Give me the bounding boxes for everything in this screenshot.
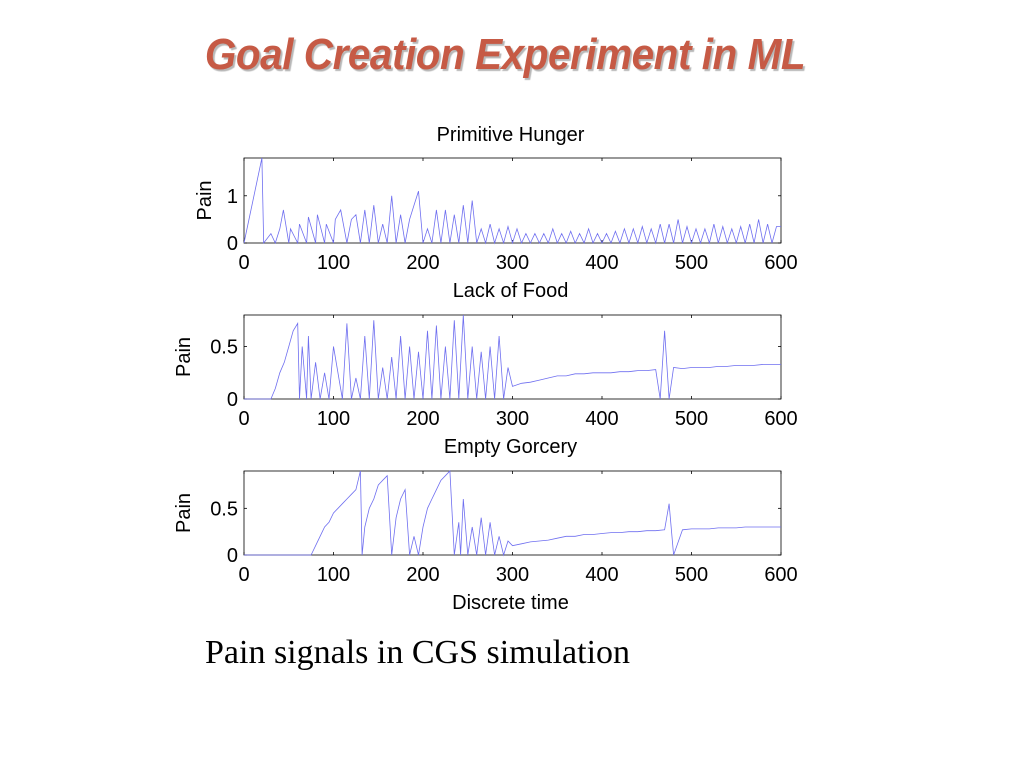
x-tick-label: 300 (496, 252, 529, 274)
x-tick-label: 500 (675, 252, 708, 274)
slide-title: Goal Creation Experiment in ML (204, 30, 806, 79)
slide-caption: Pain signals in CGS simulation (205, 634, 631, 671)
x-tick-label: 100 (317, 252, 350, 274)
x-tick-label: 300 (496, 408, 529, 430)
x-tick-label: 200 (406, 252, 439, 274)
plot-frame (243, 157, 782, 244)
x-tick-label: 200 (406, 564, 439, 586)
x-tick-label: 400 (585, 408, 618, 430)
plot-frame (243, 470, 782, 556)
x-tick-label: 0 (238, 252, 249, 274)
y-axis-label: Pain (173, 337, 195, 377)
y-axis-label: Pain (194, 180, 216, 220)
x-tick-label: 200 (406, 408, 439, 430)
y-tick-label: 0.5 (210, 337, 238, 359)
y-tick-label: 0 (227, 545, 238, 567)
x-tick-label: 400 (585, 252, 618, 274)
series-line (243, 157, 781, 245)
x-tick-label: 400 (585, 564, 618, 586)
x-tick-label: 600 (764, 252, 797, 274)
y-axis-label: Pain (173, 493, 195, 533)
x-tick-label: 0 (238, 564, 249, 586)
y-tick-label: 0 (227, 233, 238, 255)
series-line (244, 314, 781, 400)
y-tick-label: 1 (227, 186, 238, 208)
x-axis-label: Empty Gorcery (444, 436, 577, 458)
x-tick-label: 600 (764, 408, 797, 430)
x-tick-label: 500 (675, 564, 708, 586)
x-tick-label: 600 (764, 564, 797, 586)
chart-panel-3: 0 100 200 300 400 500 600 0 0.5 Discrete time Pain (173, 470, 798, 614)
y-tick-label: 0 (227, 389, 238, 411)
chart-panel-2: 0 100 200 300 400 500 600 0 0.5 Empty Gorcery Pain (173, 314, 798, 458)
x-axis-label: Discrete time (452, 592, 569, 614)
y-tick-label: 0.5 (210, 498, 238, 520)
x-tick-label: 100 (317, 564, 350, 586)
x-tick-label: 500 (675, 408, 708, 430)
chart-title: Primitive Hunger (437, 124, 585, 146)
series-line (244, 470, 781, 557)
chart-panel-1: 0 100 200 300 400 500 600 0 1 Primitive Hunger Lac… (194, 124, 798, 302)
x-tick-label: 100 (317, 408, 350, 430)
x-tick-label: 300 (496, 564, 529, 586)
figure: 0 100 200 300 400 500 600 0 1 Primitive Hunger Lac… (173, 124, 798, 614)
x-axis-label: Lack of Food (453, 280, 569, 302)
x-tick-label: 0 (238, 408, 249, 430)
